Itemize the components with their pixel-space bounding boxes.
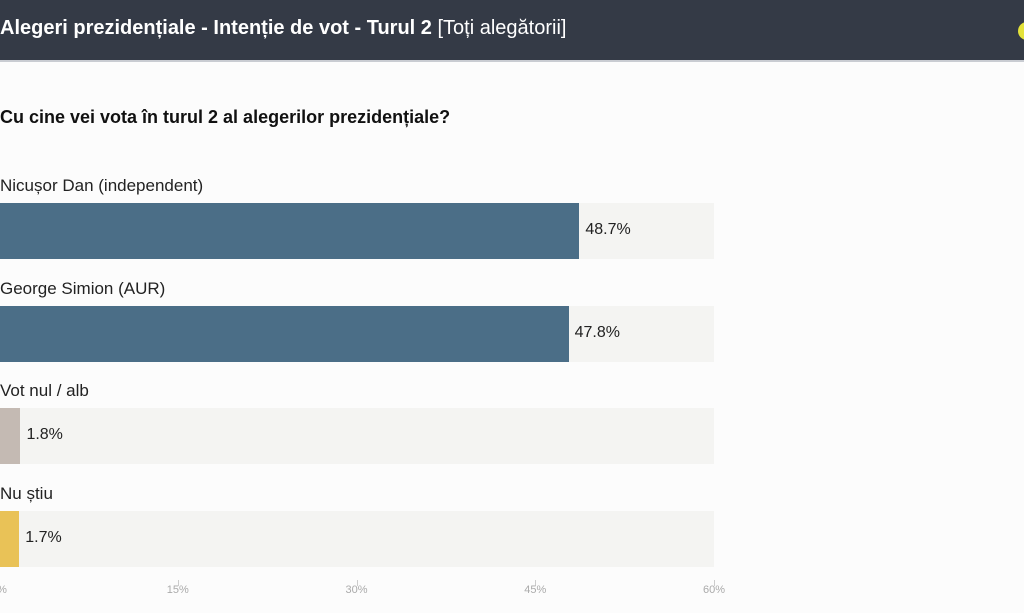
tick-label: 0% (0, 584, 7, 596)
tick-mark (535, 580, 537, 586)
logo-icon (1018, 22, 1024, 40)
category-label: George Simion (AUR) (0, 278, 166, 298)
bar (0, 408, 21, 465)
bar-track: 47.8% (0, 305, 714, 362)
bar (0, 203, 580, 259)
tick-mark (177, 580, 179, 586)
tick-label: 45% (524, 584, 547, 596)
title-subtitle: [Toți alegătorii] (437, 17, 567, 39)
tick-label: 15% (166, 584, 189, 596)
bar (0, 305, 569, 362)
data-label: 1.7% (25, 529, 62, 547)
category-label: Nicușor Dan (independent) (0, 176, 204, 195)
tick-mark (714, 580, 715, 586)
page-title: Alegeri prezidențiale - Intenție de vot … (0, 17, 566, 40)
tick-mark (356, 580, 358, 586)
header: Alegeri prezidențiale - Intenție de vot … (0, 0, 1024, 62)
bar (0, 511, 20, 568)
data-label: 47.8% (574, 323, 620, 341)
data-label: 48.7% (585, 221, 631, 238)
bar-track: 1.7% (0, 511, 714, 568)
title-main: Alegeri prezidențiale - Intenție de vot … (0, 17, 432, 39)
bar-track: 48.7% (0, 203, 714, 259)
category-label: Vot nul / alb (0, 381, 89, 401)
tick-label: 60% (702, 584, 726, 596)
tick-label: 30% (345, 584, 368, 596)
bar-track: 1.8% (0, 408, 714, 465)
chart-title: Cu cine vei vota în turul 2 al alegerilo… (0, 107, 451, 127)
data-label: 1.8% (26, 426, 63, 444)
category-label: Nu știu (0, 484, 53, 504)
